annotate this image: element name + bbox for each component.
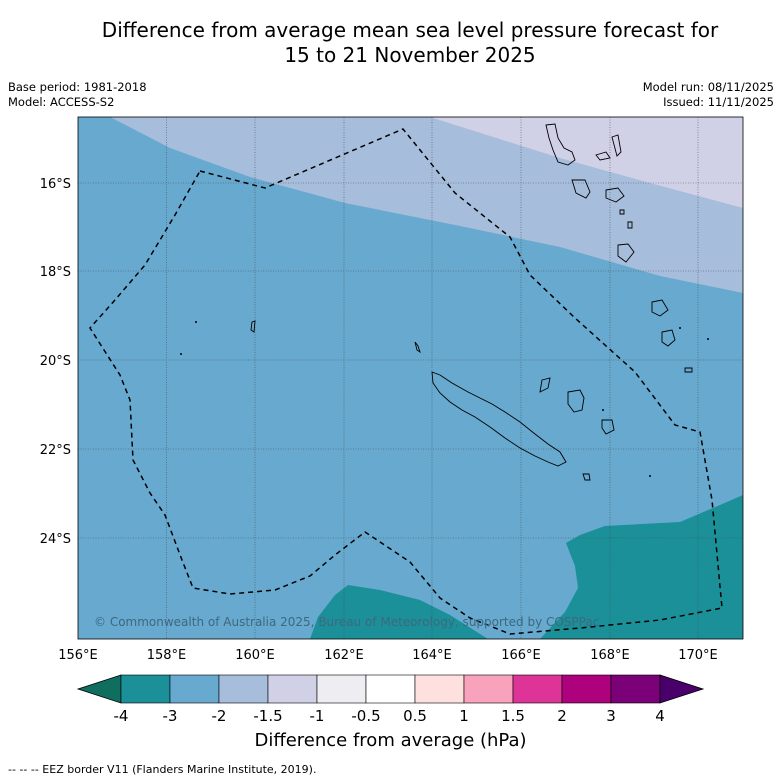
lon-tick-label: 162°E	[324, 648, 364, 663]
graticule	[78, 117, 743, 639]
title-line-1: Difference from average mean sea level p…	[101, 18, 719, 42]
lat-tick-label: 22°S	[40, 443, 71, 458]
colorbar-under-arrow	[76, 674, 122, 704]
belep-islands	[414, 341, 421, 354]
map-figure: © Commonwealth of Australia 2025, Bureau…	[40, 116, 744, 663]
colorbar-tick-label: 0.5	[403, 707, 427, 725]
chesterfield-islands	[250, 320, 256, 333]
colorbar-segment	[414, 674, 465, 704]
meta-left: Base period: 1981-2018 Model: ACCESS-S2	[8, 80, 147, 110]
lon-tick-label: 170°E	[678, 648, 718, 663]
pressure-band-minus4-minus3-south	[310, 585, 488, 639]
map-title: Difference from average mean sea level p…	[40, 18, 780, 68]
colorbar-segment	[561, 674, 612, 704]
efate	[605, 187, 625, 203]
small-islet-3	[627, 221, 633, 229]
eez-legend-footnote: -- -- -- EEZ border V11 (Flanders Marine…	[8, 763, 317, 776]
lat-tick-label: 20°S	[40, 354, 71, 369]
lifou-island	[567, 389, 585, 413]
colorbar-tick-label: -0.5	[351, 707, 380, 725]
small-islet-1	[684, 367, 693, 373]
colorbar-segment	[169, 674, 220, 704]
colorbar-segments	[120, 674, 661, 704]
erromango	[617, 243, 635, 263]
mare-island	[601, 419, 615, 435]
base-period: Base period: 1981-2018	[8, 80, 147, 94]
eez-border	[89, 128, 723, 635]
lat-tick-label: 16°S	[40, 177, 71, 192]
map-border	[77, 116, 744, 640]
coastlines	[250, 123, 693, 481]
meta-right: Model run: 08/11/2025 Issued: 11/11/2025	[643, 80, 774, 110]
colorbar-segment	[610, 674, 661, 704]
colorbar-segment	[365, 674, 416, 704]
colorbar-tick-labels: -4 -3 -2 -1.5 -1 -0.5 0.5 1 1.5 2 3 4	[114, 707, 665, 725]
colorbar-tick-label: 4	[655, 707, 665, 725]
colorbar-tick-label: 2	[557, 707, 567, 725]
tiny-reef-dots	[180, 321, 709, 477]
colorbar-tick-label: 3	[606, 707, 616, 725]
tanna	[651, 299, 669, 317]
copyright-text: © Commonwealth of Australia 2025, Bureau…	[94, 615, 599, 629]
ouvea-island	[539, 377, 551, 393]
pentecost	[611, 134, 622, 157]
colorbar-title: Difference from average (hPa)	[254, 730, 527, 751]
new-caledonia-grande-terre	[431, 371, 567, 467]
lon-tick-label: 160°E	[235, 648, 275, 663]
pressure-band-minus1p5-minus1	[430, 117, 743, 208]
colorbar-segment	[316, 674, 367, 704]
issued-date: Issued: 11/11/2025	[663, 95, 774, 109]
espiritu-santo	[545, 123, 576, 166]
lon-tick-label: 164°E	[412, 648, 452, 663]
lat-tick-label: 18°S	[40, 265, 71, 280]
ambae	[595, 151, 611, 161]
lon-axis: 156°E 158°E 160°E 162°E 164°E 166°E 168°…	[58, 648, 718, 663]
lon-tick-label: 168°E	[590, 648, 630, 663]
pressure-band-minus4-minus3-southeast	[540, 495, 743, 639]
lon-tick-label: 166°E	[501, 648, 541, 663]
malakula	[571, 179, 591, 199]
colorbar-segment	[120, 674, 171, 704]
colorbar-tick-label: -1.5	[253, 707, 282, 725]
isle-of-pines	[582, 473, 591, 481]
title-line-2: 15 to 21 November 2025	[284, 43, 536, 67]
colorbar-tick-label: 1	[459, 707, 469, 725]
colorbar-tick-label: -2	[212, 707, 227, 725]
colorbar-tick-label: -4	[114, 707, 129, 725]
lat-axis: 16°S 18°S 20°S 22°S 24°S	[40, 177, 71, 547]
small-islet-2	[619, 209, 625, 215]
lat-tick-label: 24°S	[40, 532, 71, 547]
map-panel: © Commonwealth of Australia 2025, Bureau…	[78, 117, 743, 639]
lon-tick-label: 158°E	[147, 648, 187, 663]
aneityum	[661, 329, 676, 347]
colorbar-segment	[463, 674, 514, 704]
model-name: Model: ACCESS-S2	[8, 95, 115, 109]
colorbar-segment	[267, 674, 318, 704]
colorbar-segment	[512, 674, 563, 704]
colorbar: -4 -3 -2 -1.5 -1 -0.5 0.5 1 1.5 2 3 4	[76, 674, 705, 725]
colorbar-tick-label: -1	[310, 707, 325, 725]
lon-tick-label: 156°E	[58, 648, 98, 663]
colorbar-segment	[218, 674, 269, 704]
colorbar-tick-label: -3	[163, 707, 178, 725]
colorbar-over-arrow	[659, 674, 705, 704]
model-run: Model run: 08/11/2025	[642, 80, 774, 94]
colorbar-tick-label: 1.5	[501, 707, 525, 725]
